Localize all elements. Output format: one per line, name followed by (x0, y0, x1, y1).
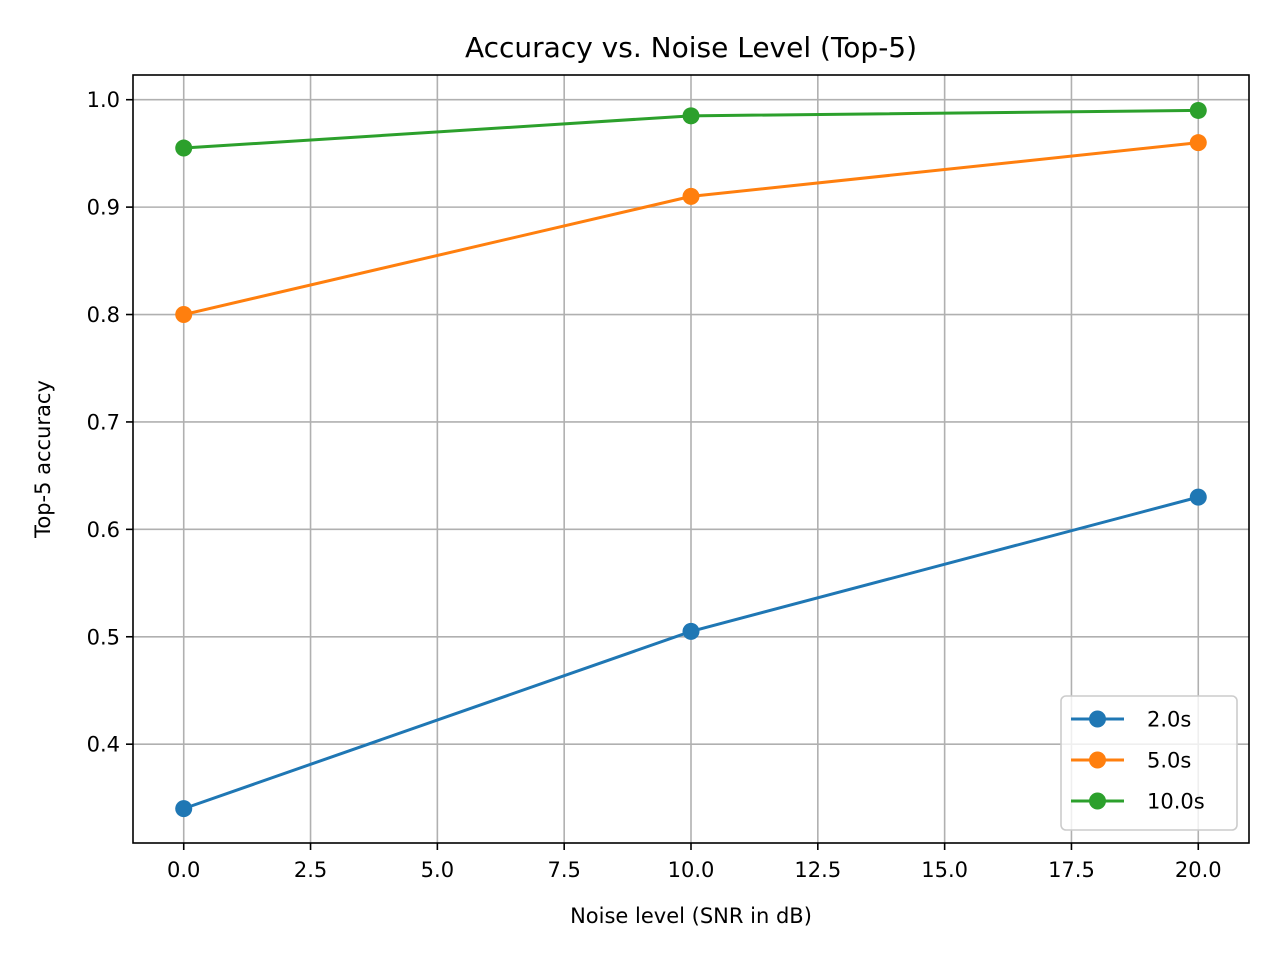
legend-marker (1089, 792, 1106, 810)
tick-layer: 0.0 2.5 5.0 7.5 10.0 12.5 15.0 17.5 20.0 0.4 0.5 0.… (87, 88, 1222, 882)
series-layer (175, 101, 1207, 818)
chart-title: Accuracy vs. Noise Level (Top-5) (465, 31, 917, 64)
x-tick-label: 5.0 (421, 858, 454, 882)
y-tick-label: 0.4 (87, 733, 120, 757)
y-tick-label: 0.5 (87, 625, 120, 649)
y-tick-label: 0.9 (87, 196, 120, 220)
legend-label: 10.0s (1147, 790, 1205, 814)
legend-label: 5.0s (1147, 749, 1191, 773)
x-tick-label: 0.0 (167, 858, 200, 882)
legend-item: 10.0s (1071, 790, 1205, 814)
x-tick-label: 10.0 (668, 858, 715, 882)
data-point (682, 107, 700, 125)
data-point (1189, 488, 1207, 506)
x-tick-label: 17.5 (1048, 858, 1095, 882)
data-point (682, 187, 700, 205)
y-tick-label: 0.8 (87, 303, 120, 327)
x-axis-label: Noise level (SNR in dB) (570, 904, 812, 928)
series-10-0s (175, 101, 1207, 157)
series-5-0s (175, 134, 1207, 324)
x-tick-label: 12.5 (794, 858, 841, 882)
legend-marker (1089, 710, 1106, 728)
data-point (1189, 134, 1207, 152)
legend-item: 2.0s (1071, 708, 1191, 732)
series-2-0s (175, 488, 1207, 818)
x-tick-label: 15.0 (921, 858, 968, 882)
data-point (1189, 101, 1207, 119)
x-tick-label: 20.0 (1175, 858, 1222, 882)
x-tick-label: 7.5 (547, 858, 580, 882)
data-point (175, 800, 193, 818)
legend-frame (1060, 695, 1238, 831)
data-point (175, 306, 193, 324)
y-axis-label: Top-5 accuracy (31, 380, 55, 539)
legend-marker (1089, 751, 1106, 769)
data-point (682, 622, 700, 640)
legend: 2.0s 5.0s 10.0s (1060, 695, 1238, 831)
y-tick-label: 0.6 (87, 518, 120, 542)
data-point (175, 139, 193, 157)
x-tick-label: 2.5 (294, 858, 327, 882)
legend-label: 2.0s (1147, 708, 1191, 732)
y-tick-label: 1.0 (87, 88, 120, 112)
y-tick-label: 0.7 (87, 410, 120, 434)
legend-item: 5.0s (1071, 749, 1191, 773)
